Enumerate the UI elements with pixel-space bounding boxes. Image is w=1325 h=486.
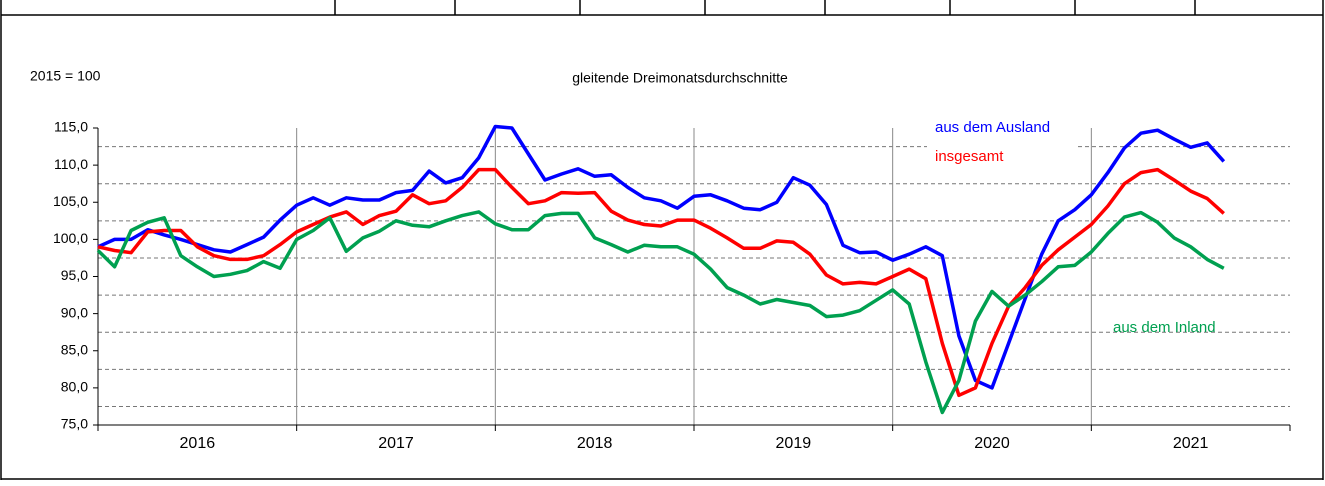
chart-title: gleitende Dreimonatsdurchschnitte	[572, 70, 788, 86]
line-series	[96, 210, 1225, 415]
x-tick-label: 2016	[180, 435, 216, 452]
series-label: aus dem Inland	[1113, 319, 1216, 336]
series-label: aus dem Ausland	[935, 119, 1050, 136]
series-label: insgesamt	[935, 148, 1004, 165]
label-bg	[927, 116, 1077, 140]
y-tick-label: 110,0	[54, 156, 88, 172]
y-tick-label: 100,0	[53, 230, 88, 246]
x-tick-label: 2018	[577, 435, 613, 452]
y-tick-label: 75,0	[61, 416, 88, 432]
y-tick-label: 115,0	[54, 119, 88, 135]
subtitle: 2015 = 100	[30, 68, 101, 84]
y-tick-label: 80,0	[61, 379, 88, 395]
y-tick-label: 105,0	[53, 193, 88, 209]
y-tick-label: 95,0	[61, 267, 88, 283]
y-tick-label: 85,0	[61, 341, 88, 357]
x-tick-label: 2019	[776, 435, 812, 452]
x-tick-label: 2021	[1173, 435, 1209, 452]
x-tick-label: 2017	[378, 435, 414, 452]
line-series	[97, 124, 1226, 390]
label-bg	[927, 145, 1077, 169]
y-tick-label: 90,0	[61, 304, 88, 320]
line-series	[97, 167, 1225, 398]
x-tick-label: 2020	[974, 435, 1010, 452]
